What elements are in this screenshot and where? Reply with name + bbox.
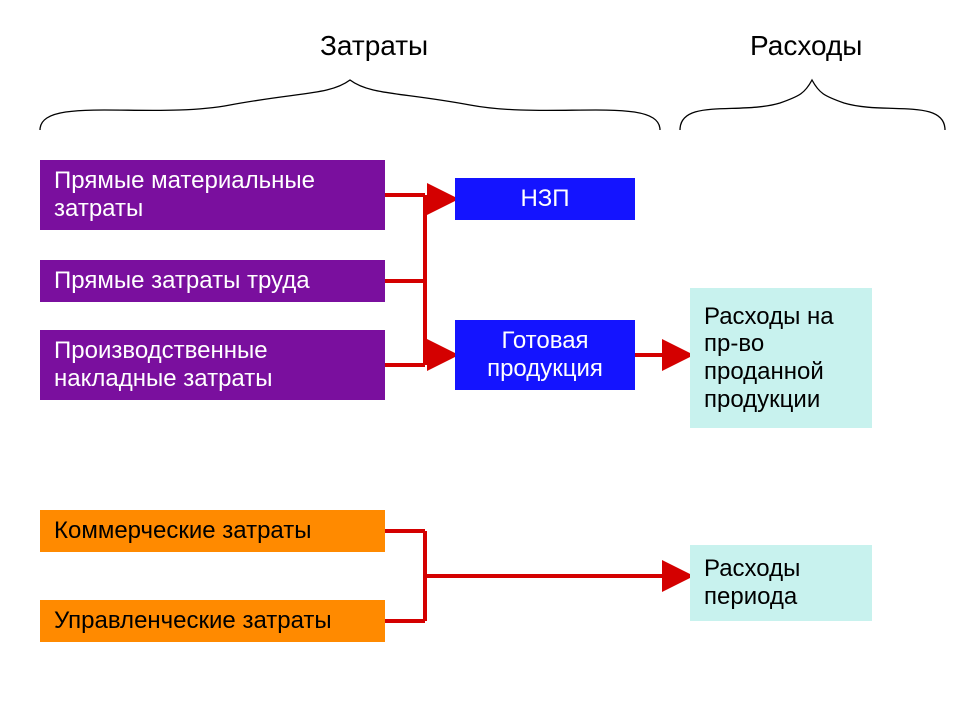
node-finished-goods: Готовая продукция — [455, 320, 635, 390]
node-label: Расходы периода — [704, 555, 858, 610]
node-label: Производственные накладные затраты — [54, 337, 371, 392]
node-overhead: Производственные накладные затраты — [40, 330, 385, 400]
node-label: Коммерческие затраты — [54, 517, 312, 545]
node-admin: Управленческие затраты — [40, 600, 385, 642]
node-direct-materials: Прямые материальные затраты — [40, 160, 385, 230]
node-period-expenses: Расходы периода — [690, 545, 872, 621]
node-direct-labor: Прямые затраты труда — [40, 260, 385, 302]
heading-costs: Затраты — [320, 30, 428, 62]
node-cogs: Расходы на пр-во проданной продукции — [690, 288, 872, 428]
heading-expenses: Расходы — [750, 30, 862, 62]
diagram-stage: Затраты Расходы — [0, 0, 960, 720]
node-label: Расходы на пр-во проданной продукции — [704, 303, 858, 413]
brace-costs — [40, 80, 660, 130]
node-label: Прямые материальные затраты — [54, 167, 371, 222]
node-wip: НЗП — [455, 178, 635, 220]
arrow-bus-production — [385, 195, 451, 365]
brace-expenses — [680, 80, 945, 130]
node-label: Прямые затраты труда — [54, 267, 310, 295]
node-label: Управленческие затраты — [54, 607, 332, 635]
node-commercial: Коммерческие затраты — [40, 510, 385, 552]
arrow-bus-period — [385, 531, 686, 621]
node-label: Готовая продукция — [455, 327, 635, 382]
node-label: НЗП — [520, 185, 569, 213]
